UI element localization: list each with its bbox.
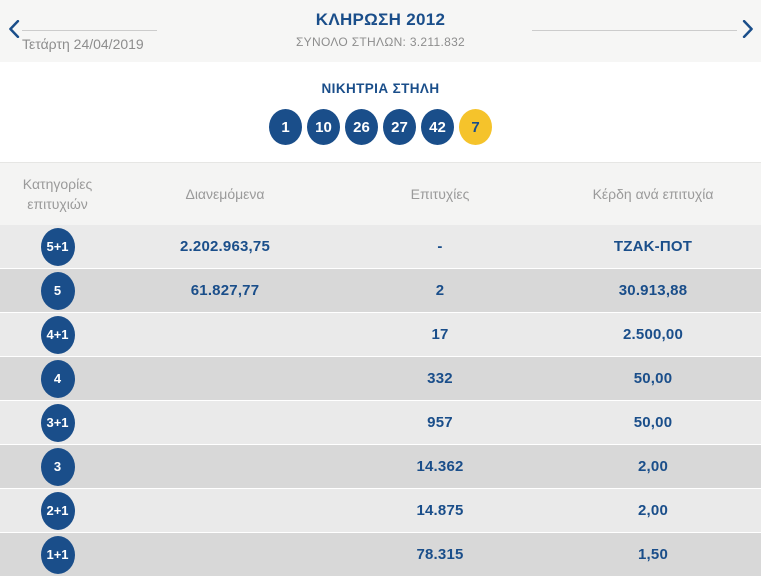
column-header-prize: Κέρδη ανά επιτυχία [592,185,714,202]
table-row: 3+1 957 50,00 [0,401,761,445]
prev-draw-button[interactable] [6,18,22,40]
winning-column-section: ΝΙΚΗΤΡΙΑ ΣΤΗΛΗ 1 10 26 27 42 7 [0,62,761,162]
right-divider-line [532,30,737,31]
next-draw-button[interactable] [740,18,756,40]
category-badge: 5 [40,271,75,310]
prize-value: ΤΖΑΚ-ΠΟΤ [613,238,693,255]
column-header-winners: Επιτυχίες [410,185,470,202]
prize-value: 50,00 [633,370,673,387]
chevron-left-icon [8,19,20,41]
distributed-value: 61.827,77 [190,282,260,299]
column-header-distributed: Διανεμόμενα [185,185,265,202]
winning-numbers: 1 10 26 27 42 7 [0,109,761,145]
category-badge: 2+1 [40,491,75,530]
category-badge: 5+1 [40,227,75,266]
prize-value: 2,00 [638,502,668,519]
winners-value: 2 [435,282,445,299]
prize-value: 2.500,00 [623,326,683,343]
winning-number-ball: 26 [345,109,378,145]
category-badge: 3 [40,447,75,486]
winners-value: 332 [427,370,453,387]
prize-value: 2,00 [638,458,668,475]
distributed-value: 2.202.963,75 [180,238,270,255]
chevron-right-icon [742,19,754,41]
winning-number-ball: 10 [307,109,340,145]
draw-header: Τετάρτη 24/04/2019 ΚΛΗΡΩΣΗ 2012 ΣΥΝΟΛΟ Σ… [0,0,761,62]
winning-column-title: ΝΙΚΗΤΡΙΑ ΣΤΗΛΗ [321,81,440,96]
total-columns-label: ΣΥΝΟΛΟ ΣΤΗΛΩΝ: 3.211.832 [295,35,466,49]
category-badge: 3+1 [40,403,75,442]
winners-value: 14.875 [416,502,464,519]
winners-value: 14.362 [416,458,464,475]
table-header-row: Κατηγορίες επιτυχιών Διανεμόμενα Επιτυχί… [0,162,761,225]
winners-value: 17 [431,326,449,343]
winning-number-ball: 1 [269,109,302,145]
winners-value: 78.315 [416,546,464,563]
table-row: 5+1 2.202.963,75 - ΤΖΑΚ-ΠΟΤ [0,225,761,269]
draw-title: ΚΛΗΡΩΣΗ 2012 [315,10,446,29]
prize-value: 30.913,88 [618,282,688,299]
category-badge: 4+1 [40,315,75,354]
joker-number-ball: 7 [459,109,492,145]
winners-value: - [437,238,443,255]
draw-title-block: ΚΛΗΡΩΣΗ 2012 ΣΥΝΟΛΟ ΣΤΗΛΩΝ: 3.211.832 [0,10,761,49]
table-row: 3 14.362 2,00 [0,445,761,489]
results-table: Κατηγορίες επιτυχιών Διανεμόμενα Επιτυχί… [0,162,761,577]
category-badge: 4 [40,359,75,398]
category-badge: 1+1 [40,535,75,574]
winning-number-ball: 42 [421,109,454,145]
prize-value: 50,00 [633,414,673,431]
table-row: 4 332 50,00 [0,357,761,401]
table-row: 1+1 78.315 1,50 [0,533,761,577]
left-divider-line [22,30,157,31]
column-header-categories: Κατηγορίες επιτυχιών [22,175,93,212]
prize-value: 1,50 [638,546,668,563]
winning-number-ball: 27 [383,109,416,145]
draw-date: Τετάρτη 24/04/2019 [22,36,144,52]
table-row: 5 61.827,77 2 30.913,88 [0,269,761,313]
table-row: 2+1 14.875 2,00 [0,489,761,533]
winners-value: 957 [427,414,453,431]
table-row: 4+1 17 2.500,00 [0,313,761,357]
table-body: 5+1 2.202.963,75 - ΤΖΑΚ-ΠΟΤ 5 61.827,77 … [0,225,761,577]
